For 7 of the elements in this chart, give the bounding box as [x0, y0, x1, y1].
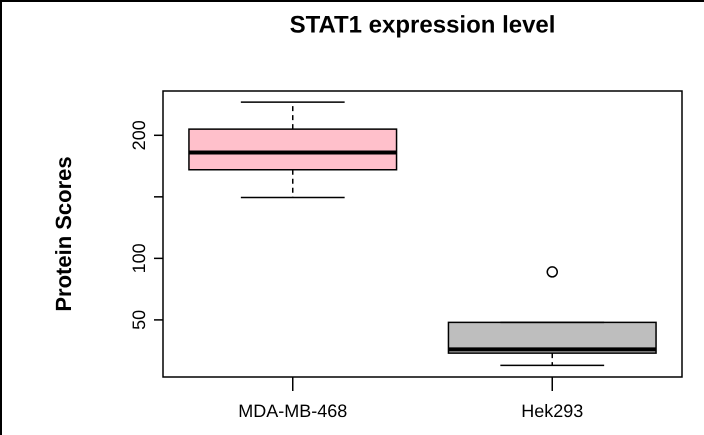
y-tick-label: 100	[128, 243, 149, 274]
x-tick-label: MDA-MB-468	[238, 400, 348, 421]
chart-title: STAT1 expression level	[290, 12, 556, 39]
y-tick-label: 200	[128, 120, 149, 150]
x-tick-label: Hek293	[521, 400, 584, 421]
y-axis-title: Protein Scores	[51, 156, 76, 312]
y-tick-label: 50	[128, 310, 149, 330]
